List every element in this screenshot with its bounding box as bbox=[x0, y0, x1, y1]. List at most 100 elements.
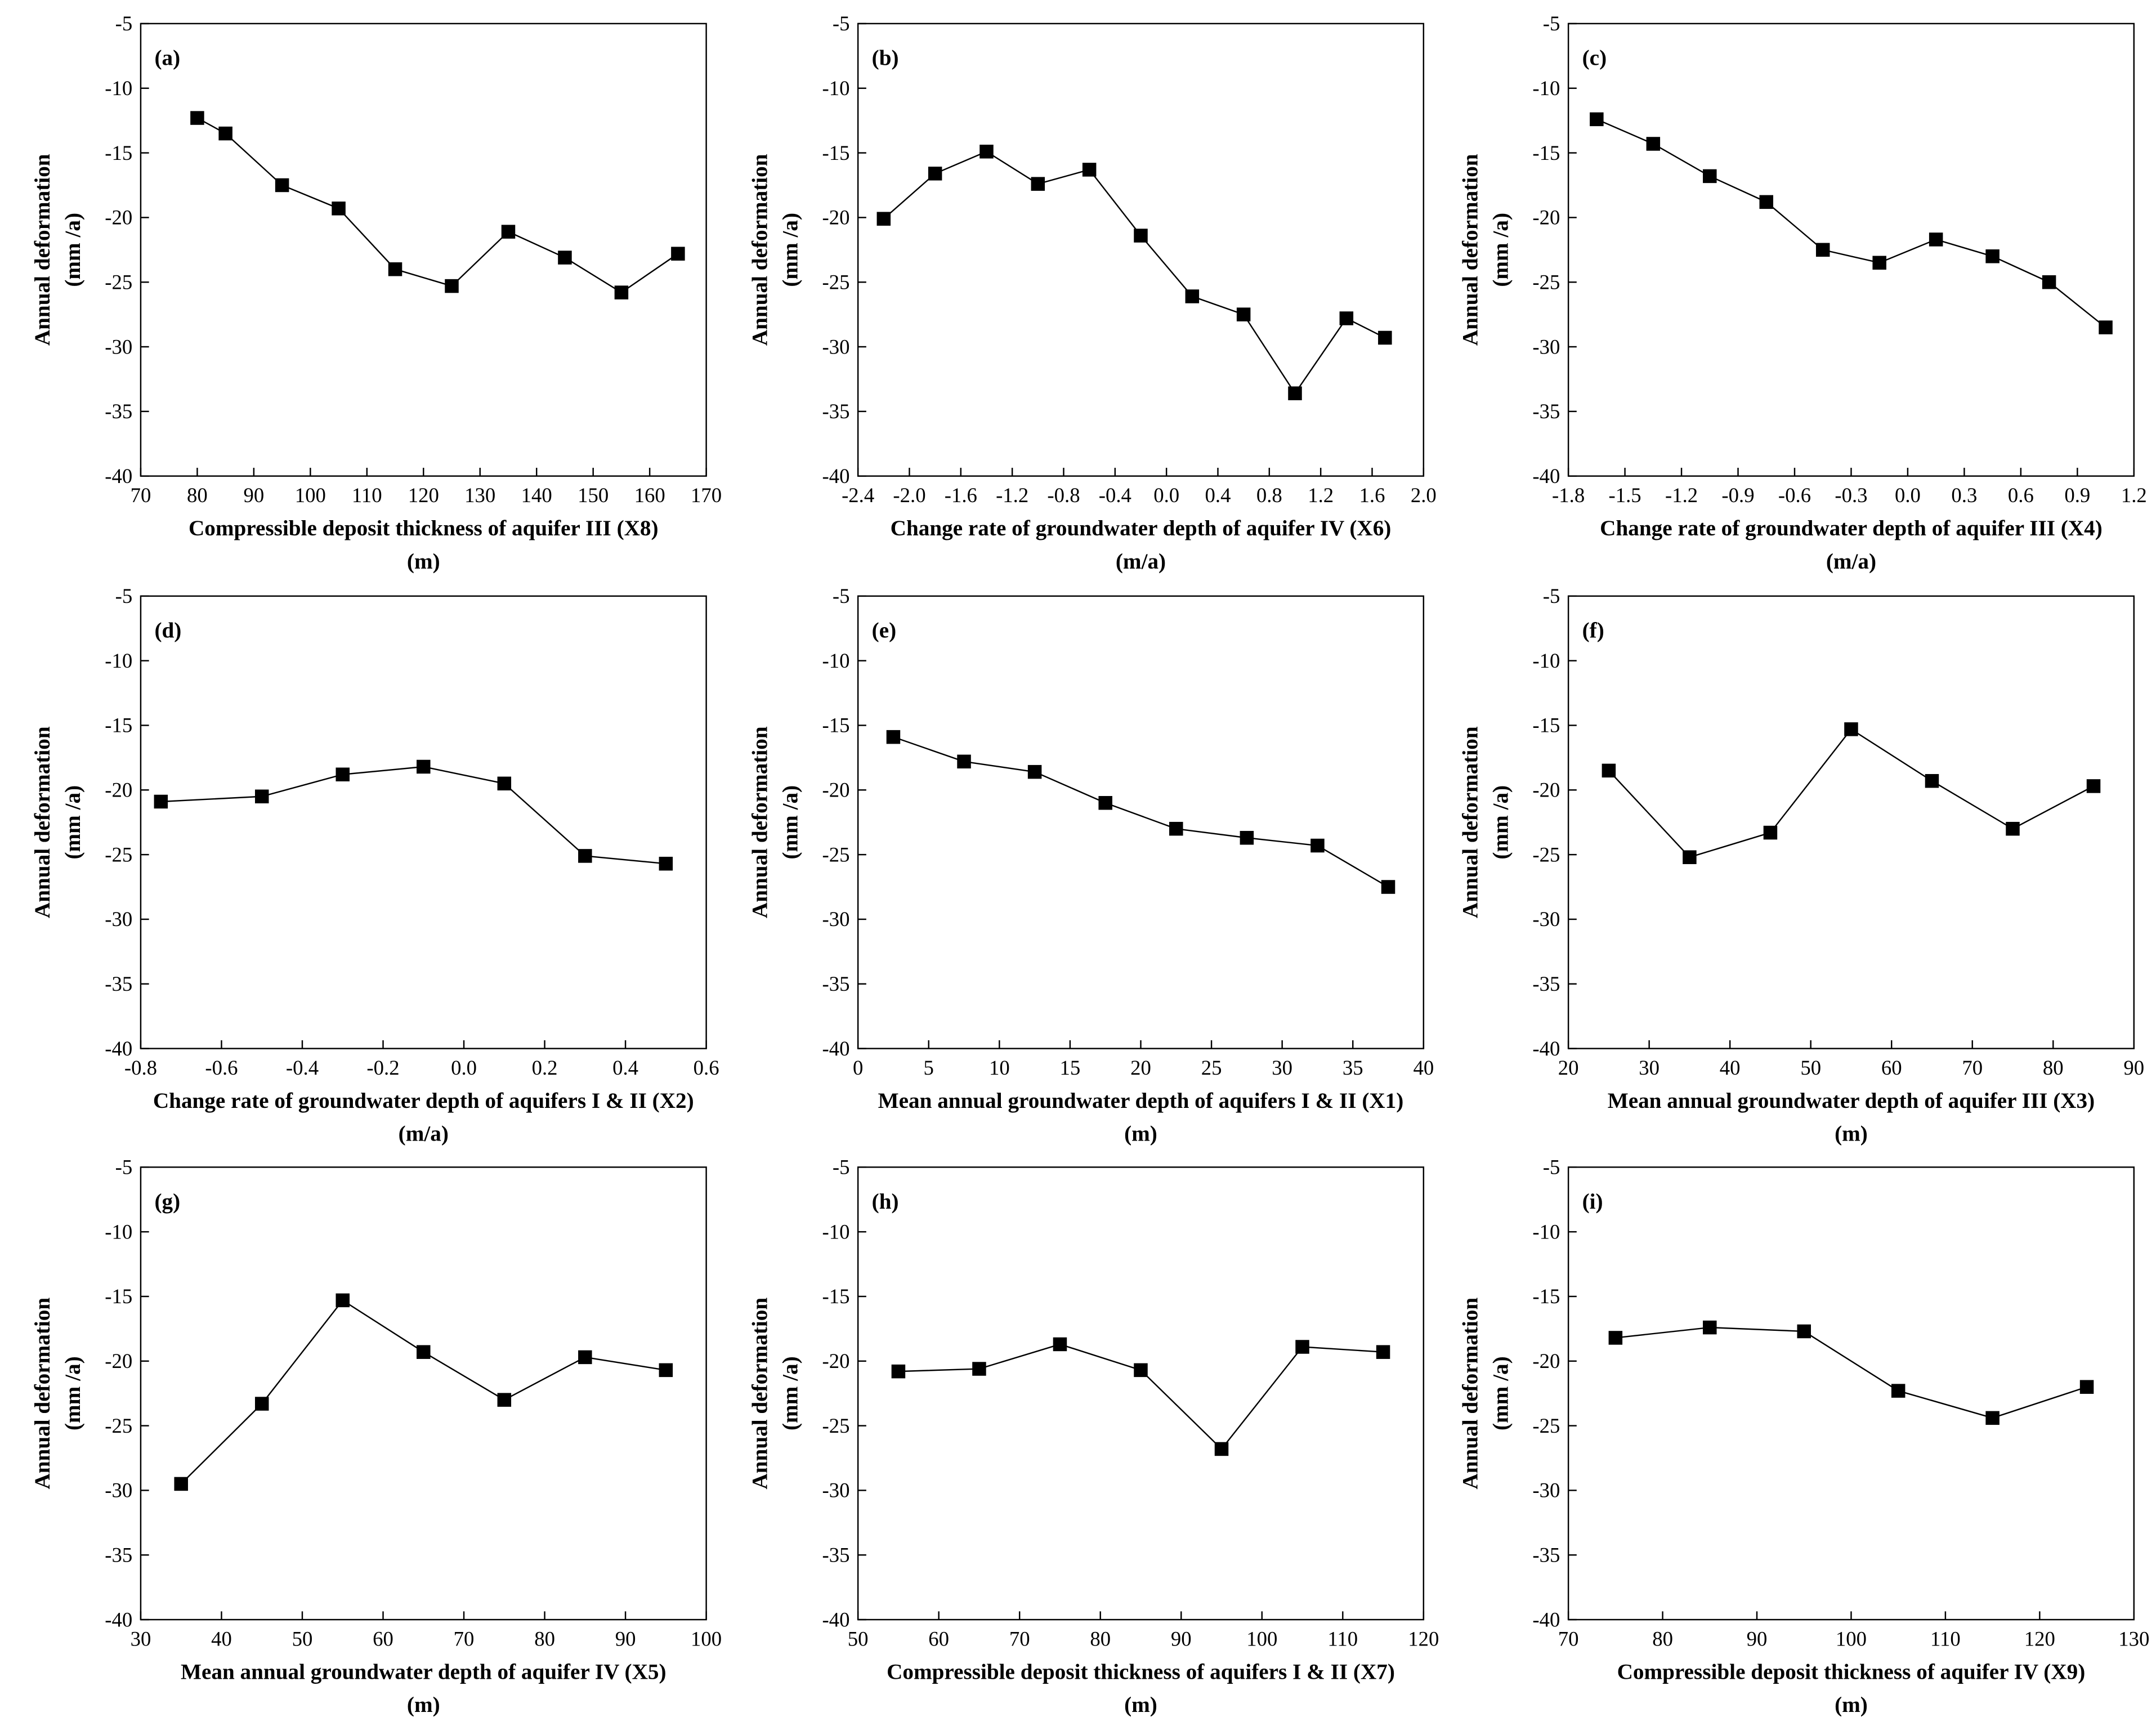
data-point bbox=[2042, 275, 2056, 289]
x-tick-label: 40 bbox=[1413, 1056, 1434, 1079]
y-tick-label: -25 bbox=[822, 1414, 849, 1437]
data-point bbox=[254, 789, 269, 804]
y-tick-label: -30 bbox=[822, 907, 849, 931]
x-tick-label: 130 bbox=[464, 484, 495, 507]
x-tick-label: -1.5 bbox=[1608, 484, 1641, 507]
x-tick-label: 0.2 bbox=[532, 1056, 558, 1079]
x-axis-unit: (m/a) bbox=[1116, 549, 1166, 574]
data-point bbox=[154, 794, 168, 809]
data-point bbox=[1815, 243, 1830, 257]
data-point bbox=[1031, 177, 1045, 191]
data-line bbox=[883, 150, 1385, 395]
y-tick-label: -15 bbox=[822, 714, 849, 737]
data-point bbox=[275, 178, 289, 193]
y-tick-label: -5 bbox=[1543, 1156, 1560, 1179]
y-tick-label: -40 bbox=[822, 1608, 849, 1631]
plot-frame bbox=[1567, 23, 2135, 477]
y-tick-label: -30 bbox=[105, 907, 132, 931]
data-point bbox=[254, 1397, 269, 1411]
x-tick-label: 1.2 bbox=[2121, 484, 2147, 507]
y-axis-label: Annual deformation bbox=[30, 726, 55, 918]
x-axis-label: Mean annual groundwater depth of aquifer… bbox=[1608, 1089, 2095, 1113]
data-point bbox=[1134, 1363, 1148, 1378]
data-point bbox=[2086, 779, 2101, 793]
y-tick-label: -25 bbox=[822, 270, 849, 293]
data-point bbox=[1763, 825, 1778, 840]
y-axis-label: Annual deformation bbox=[748, 154, 772, 346]
data-line bbox=[1615, 1326, 2087, 1419]
y-tick-label: -40 bbox=[1532, 464, 1560, 488]
data-point bbox=[1185, 289, 1200, 303]
plot-frame bbox=[140, 23, 707, 477]
x-axis-unit: (m/a) bbox=[1826, 549, 1876, 574]
x-tick-label: 2.0 bbox=[1411, 484, 1437, 507]
x-tick-label: 40 bbox=[1720, 1056, 1741, 1079]
y-axis-unit: (mm /a) bbox=[778, 213, 802, 287]
x-tick-label: -0.6 bbox=[1778, 484, 1811, 507]
data-point bbox=[2006, 821, 2020, 836]
x-tick-label: 90 bbox=[615, 1627, 636, 1651]
data-point bbox=[1797, 1324, 1811, 1339]
y-tick-label: -35 bbox=[822, 1543, 849, 1566]
plot-frame bbox=[1567, 595, 2135, 1049]
x-tick-label: 110 bbox=[1327, 1627, 1358, 1651]
x-tick-label: 35 bbox=[1343, 1056, 1363, 1079]
data-line bbox=[196, 117, 679, 294]
data-point bbox=[578, 1350, 592, 1365]
x-tick-label: 50 bbox=[292, 1627, 313, 1651]
y-tick-label: -30 bbox=[105, 335, 132, 358]
y-axis-label: Annual deformation bbox=[1458, 1298, 1482, 1490]
y-tick-label: -15 bbox=[1532, 141, 1560, 164]
data-point bbox=[1925, 773, 1939, 788]
data-point bbox=[501, 225, 516, 239]
y-tick-label: -40 bbox=[1532, 1037, 1560, 1060]
data-point bbox=[388, 262, 402, 276]
x-tick-label: 170 bbox=[691, 484, 722, 507]
y-tick-label: -15 bbox=[1532, 1285, 1560, 1308]
x-tick-label: 110 bbox=[352, 484, 382, 507]
y-axis-unit: (mm /a) bbox=[1488, 213, 1513, 287]
y-tick-label: -15 bbox=[105, 714, 132, 737]
data-point bbox=[1378, 330, 1392, 345]
x-tick-label: 50 bbox=[848, 1627, 869, 1651]
x-tick-label: 80 bbox=[187, 484, 208, 507]
data-point bbox=[1053, 1337, 1067, 1352]
data-point bbox=[659, 856, 673, 871]
data-point bbox=[891, 1364, 906, 1379]
y-tick-label: -20 bbox=[1532, 1349, 1560, 1372]
data-point bbox=[1602, 763, 1616, 778]
y-tick-label: -10 bbox=[1532, 1220, 1560, 1243]
y-tick-label: -5 bbox=[115, 584, 133, 607]
x-tick-label: 20 bbox=[1130, 1056, 1151, 1079]
x-tick-label: -1.8 bbox=[1552, 484, 1585, 507]
x-tick-label: 70 bbox=[454, 1627, 475, 1651]
y-tick-label: -10 bbox=[822, 77, 849, 100]
y-axis-unit: (mm /a) bbox=[61, 785, 85, 860]
x-tick-label: 40 bbox=[211, 1627, 232, 1651]
x-tick-label: 0.8 bbox=[1256, 484, 1282, 507]
x-tick-label: 90 bbox=[1747, 1627, 1768, 1651]
y-tick-label: -20 bbox=[105, 779, 132, 802]
x-axis-unit: (m) bbox=[407, 549, 440, 574]
panel-label: (d) bbox=[154, 618, 181, 642]
x-tick-label: -0.9 bbox=[1721, 484, 1754, 507]
y-tick-label: -35 bbox=[105, 972, 132, 995]
x-tick-label: -0.2 bbox=[366, 1056, 399, 1079]
data-point bbox=[1683, 850, 1697, 864]
x-tick-label: 10 bbox=[989, 1056, 1010, 1079]
y-tick-label: -15 bbox=[105, 141, 132, 164]
x-axis-label: Compressible deposit thickness of aquife… bbox=[887, 1660, 1395, 1684]
y-tick-label: -30 bbox=[105, 1479, 132, 1502]
data-point bbox=[1703, 169, 1717, 184]
x-tick-label: -2.4 bbox=[842, 484, 874, 507]
data-point bbox=[614, 285, 629, 299]
x-tick-label: 5 bbox=[924, 1056, 934, 1079]
y-tick-label: -25 bbox=[105, 270, 132, 293]
y-axis-label: Annual deformation bbox=[1458, 726, 1482, 918]
y-tick-label: -40 bbox=[822, 1037, 849, 1060]
x-axis-label: Change rate of groundwater depth of aqui… bbox=[1600, 516, 2103, 540]
data-point bbox=[1214, 1442, 1229, 1456]
x-tick-label: -0.8 bbox=[1047, 484, 1080, 507]
y-tick-label: -10 bbox=[1532, 77, 1560, 100]
x-tick-label: 100 bbox=[691, 1627, 722, 1651]
